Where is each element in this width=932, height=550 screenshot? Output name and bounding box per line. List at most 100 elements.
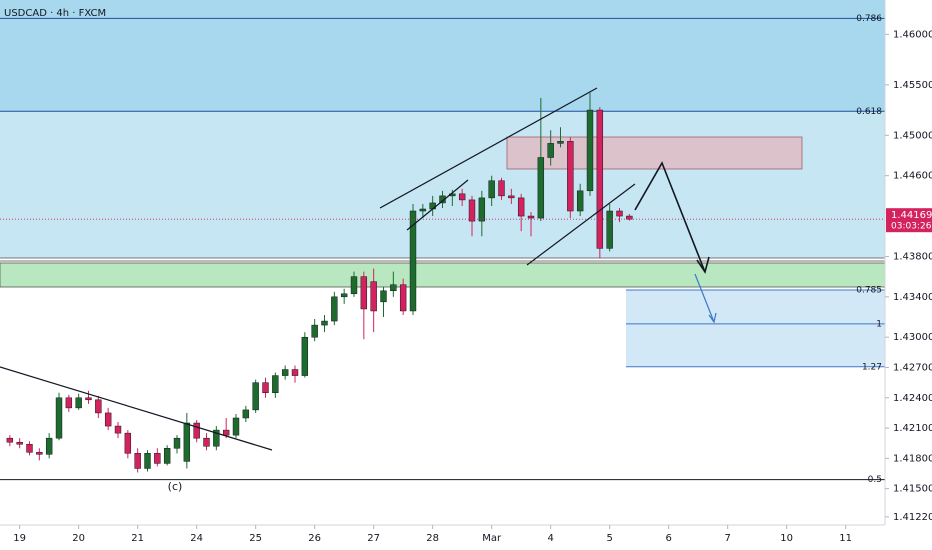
candle-body	[173, 437, 181, 449]
candle-body	[95, 399, 102, 414]
candle-body	[419, 208, 427, 212]
y-tick-label: 1.44600	[893, 171, 932, 182]
y-tick-label: 1.42100	[893, 423, 932, 434]
x-tick-label: 28	[426, 533, 439, 544]
x-tick-label: 7	[724, 533, 730, 544]
candle-body	[16, 441, 23, 445]
candle-body	[65, 397, 73, 409]
x-tick-label: 4	[547, 533, 553, 544]
projection-arrow	[634, 161, 706, 273]
candle-body	[547, 143, 554, 158]
x-tick-label: 27	[367, 533, 380, 544]
candle-body	[301, 336, 309, 376]
candle-body	[272, 375, 279, 393]
x-tick-label: 21	[131, 533, 144, 544]
countdown-label: 03:03:26	[891, 222, 932, 232]
target-zone	[626, 290, 885, 367]
y-tick-label: 1.43000	[893, 332, 932, 343]
x-tick-label: 11	[839, 533, 852, 544]
candle-body	[488, 180, 495, 199]
x-tick-label: Mar	[482, 533, 502, 544]
candle-body	[124, 432, 132, 454]
resistance-zone	[506, 136, 803, 170]
fib-label: 1	[876, 319, 882, 329]
x-tick-label: 20	[72, 533, 85, 544]
wedge-upper	[379, 87, 598, 209]
candle-body	[242, 409, 250, 419]
candle-body	[163, 448, 171, 464]
candle-body	[45, 437, 53, 455]
x-tick-label: 6	[665, 533, 671, 544]
fib-label: 0.5	[868, 475, 882, 485]
candle-body	[213, 429, 220, 447]
candle-body	[586, 109, 594, 192]
channel-line	[406, 179, 469, 231]
y-tick-label: 1.45000	[893, 130, 932, 141]
last-price-label: 1.44169	[891, 210, 932, 221]
candle-body	[350, 276, 358, 295]
candle-body	[144, 453, 151, 469]
y-tick-label: 1.41500	[893, 484, 932, 495]
candle-body	[340, 293, 348, 298]
trend-line	[0, 366, 273, 451]
price-axis	[885, 0, 932, 550]
candle-body	[203, 437, 210, 447]
axes: 1.46000 1.45500 1.45000 1.44600 1.43800 1.434…	[13, 29, 932, 544]
zone-middle	[0, 111, 885, 258]
arrow-head	[696, 256, 710, 274]
candle-body	[232, 417, 240, 436]
x-tick-label: 24	[190, 533, 203, 544]
candle-body	[360, 276, 368, 310]
candle-body	[409, 210, 417, 312]
candle-body	[390, 284, 397, 292]
y-tick-label: 1.42400	[893, 393, 932, 404]
candle-body	[6, 437, 14, 443]
fib-label: 0.785	[856, 285, 882, 295]
candle-body	[281, 369, 289, 376]
candle-body	[508, 195, 515, 199]
candle-body	[626, 215, 633, 220]
candle-body	[567, 141, 574, 212]
y-tick-label: 1.43800	[893, 251, 932, 262]
fib-label: 0.618	[856, 107, 882, 117]
candle-body	[55, 397, 63, 439]
candle-body	[616, 210, 623, 217]
candle-body	[321, 320, 328, 326]
candle-body	[134, 453, 141, 469]
y-tick-label: 1.41800	[893, 453, 932, 464]
wedge-lower	[526, 183, 636, 266]
candle-body	[478, 197, 486, 222]
candle-body	[222, 429, 230, 436]
candle-body	[36, 452, 43, 455]
candle-body	[537, 157, 545, 219]
candle-body	[596, 109, 604, 249]
candle-body	[527, 215, 535, 219]
candle-body	[468, 199, 476, 222]
chart-title: USDCAD · 4h · FXCM	[4, 8, 106, 19]
candle-body	[291, 369, 299, 376]
x-tick-label: 25	[249, 533, 262, 544]
candle-body	[75, 397, 82, 409]
y-tick-label: 1.45500	[893, 80, 932, 91]
candle-body	[311, 324, 318, 338]
candle-body	[576, 190, 584, 212]
wave-label: (c)	[168, 480, 183, 493]
drawings	[0, 87, 717, 451]
candle-body	[557, 141, 564, 144]
last-price-badge	[886, 208, 932, 233]
target-arrow	[694, 273, 715, 323]
x-tick-label: 19	[13, 533, 26, 544]
y-tick-label: 1.42700	[893, 363, 932, 374]
fib-label: 1.27	[862, 362, 882, 372]
zone-upper	[0, 0, 885, 111]
y-tick-label: 1.41220	[893, 512, 932, 523]
candle-body	[331, 296, 338, 322]
time-axis	[0, 525, 932, 550]
candle-body	[252, 382, 259, 411]
candle-body	[517, 197, 525, 217]
candle-body	[439, 195, 446, 204]
candle-body	[498, 180, 505, 197]
y-tick-label: 1.43400	[893, 292, 932, 303]
candle-body	[606, 210, 613, 249]
